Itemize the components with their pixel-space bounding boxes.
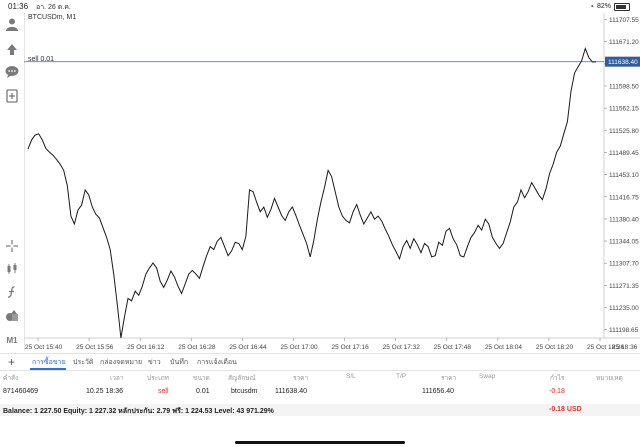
header-order: คำสั่ง [3,375,19,382]
left-toolbar: M1 [0,13,25,351]
tab-mailbox[interactable]: กล่องจดหมาย [100,359,143,366]
add-icon[interactable]: + [8,355,16,369]
y-tick-label: 111489.45 [609,150,639,157]
terminal-tabs: + การซื้อขาย ประวัติ กล่องจดหมาย ข่าว บั… [0,353,640,371]
y-tick-label: 111271.35 [609,283,639,290]
objects-icon[interactable] [3,307,21,325]
y-tick-label: 111198.65 [609,327,639,334]
x-tick-label: 25 Oct 17:16 [332,344,370,351]
x-tick-label: 25 Oct 17:48 [434,344,472,351]
buy-sell-icon[interactable] [3,40,21,58]
y-tick-label: 111344.05 [609,239,639,246]
row-size: 0.01 [196,388,210,395]
table-row[interactable]: 871460469 10.25 18:36 sell 0.01 btcusdm … [0,388,640,400]
price-series-line [27,46,596,339]
candles-icon[interactable] [3,260,21,278]
status-right: ◔ 82% [589,2,630,11]
chart-symbol: BTCUSDm, M1 [28,14,77,21]
chart-clock: 25 18:36 [612,344,638,351]
chat-icon[interactable] [3,63,21,81]
x-tick-label: 25 Oct 18:36 [587,344,625,351]
tab-active-underline [30,368,66,370]
balance-text: Balance: 1 227.50 Equity: 1 227.32 หลักป… [3,408,274,415]
y-tick-label: 111380.40 [609,216,639,223]
status-time: 01:36 [8,2,29,11]
header-symbol: สัญลักษณ์ [228,375,256,382]
header-swap: Swap [479,373,496,380]
header-tp: T/P [396,373,407,380]
header-time: เวลา [110,375,124,382]
y-tick-label: 111416.75 [609,194,639,201]
row-profit: -0.18 [549,388,565,395]
battery-percent: 82% [596,3,611,10]
row-symbol: btcusdm [231,388,258,395]
battery-icon [614,2,630,11]
y-tick-label: 111562.15 [609,106,639,113]
y-tick-label: 111453.10 [609,172,639,179]
total-profit: -0.18 USD [549,406,582,413]
x-tick-label: 25 Oct 15:40 [25,344,63,351]
row-price: 111638.40 [275,388,308,395]
row-current-price: 111656.40 [422,388,455,395]
status-date: อา. 26 ต.ค. [36,4,71,11]
y-tick-label: 111235.00 [609,305,639,312]
x-tick-label: 25 Oct 18:04 [485,344,523,351]
row-order: 871460469 [3,388,39,395]
y-tick-label: 111707.55 [609,17,639,24]
tab-alerts[interactable]: การแจ้งเตือน [197,359,237,366]
x-tick-label: 25 Oct 17:32 [383,344,421,351]
header-size: ขนาด [193,375,210,382]
header-comment: หมายเหตุ [596,375,623,382]
x-tick-label: 25 Oct 16:28 [178,344,216,351]
x-tick-label: 25 Oct 16:44 [229,344,267,351]
row-time: 10.25 18:36 [86,388,123,395]
tab-journal[interactable]: บันทึก [170,359,189,366]
y-tick-label: 111598.50 [609,83,639,90]
header-price: ราคา [293,375,309,382]
tab-trade[interactable]: การซื้อขาย [32,359,66,366]
tab-history[interactable]: ประวัติ [73,359,94,366]
x-tick-label: 25 Oct 16:12 [127,344,165,351]
home-indicator[interactable] [235,441,405,444]
header-profit: กำไร [550,375,565,382]
crosshair-icon[interactable] [3,237,21,255]
y-tick-label: 111671.20 [609,39,639,46]
indicators-icon[interactable] [3,283,21,301]
header-type: ประเภท [147,375,169,382]
current-price-label: 111638.40 [608,59,638,66]
tab-news[interactable]: ข่าว [148,359,161,366]
header-sl: S/L [346,373,356,380]
timeframe-label[interactable]: M1 [6,335,18,345]
row-type: sell [158,388,169,395]
x-tick-label: 25 Oct 15:56 [76,344,114,351]
status-bar: 01:36 อา. 26 ต.ค. ◔ 82% [0,0,640,13]
add-chart-icon[interactable] [3,87,21,105]
balance-bar: Balance: 1 227.50 Equity: 1 227.32 หลักป… [0,404,640,416]
account-icon[interactable] [3,15,21,33]
header-current-price: ราคา [441,375,457,382]
x-tick-label: 25 Oct 18:20 [536,344,574,351]
sell-line-label: sell 0.01 [28,56,55,63]
y-tick-label: 111307.70 [609,261,639,268]
y-tick-label: 111525.80 [609,128,639,135]
price-chart[interactable]: 111707.55111671.20111634.85111598.501115… [24,13,640,353]
wifi-icon: ◔ [589,2,594,11]
current-price-tag [605,56,640,67]
x-tick-label: 25 Oct 17:00 [280,344,318,351]
trade-table-header: คำสั่ง เวลา ประเภท ขนาด สัญลักษณ์ ราคา S… [0,373,640,383]
